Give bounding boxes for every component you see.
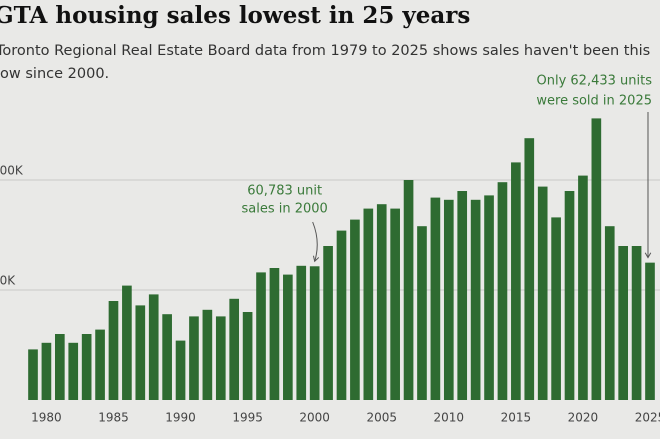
x-tick-label: 1995 bbox=[232, 411, 263, 425]
bar bbox=[443, 199, 454, 400]
bar bbox=[68, 342, 79, 400]
annotation-arrow bbox=[312, 221, 320, 263]
bar bbox=[403, 180, 414, 400]
annotation: sales in 2000 bbox=[242, 202, 328, 217]
bar bbox=[269, 268, 280, 400]
bar bbox=[189, 316, 199, 400]
bar bbox=[336, 230, 347, 400]
bar bbox=[122, 285, 132, 400]
y-tick-label: 50K bbox=[0, 274, 16, 288]
bar bbox=[470, 199, 481, 400]
bar bbox=[41, 342, 52, 400]
x-tick-label: 2015 bbox=[501, 411, 532, 425]
bar bbox=[162, 314, 172, 400]
bar bbox=[175, 340, 186, 400]
bar bbox=[430, 197, 441, 400]
subtitle: Toronto Regional Real Estate Board data … bbox=[0, 43, 650, 59]
bar bbox=[28, 349, 38, 400]
bar bbox=[537, 186, 548, 400]
annotation: were sold in 2025 bbox=[536, 94, 652, 109]
bar bbox=[296, 265, 307, 400]
bar bbox=[390, 208, 400, 400]
bar bbox=[604, 226, 615, 400]
bar bbox=[229, 298, 240, 400]
bar bbox=[417, 226, 427, 400]
bar bbox=[242, 312, 253, 400]
subtitle: low since 2000. bbox=[0, 66, 109, 82]
y-tick-label: 100K bbox=[0, 164, 24, 178]
bar bbox=[323, 246, 333, 400]
bar bbox=[363, 208, 374, 400]
bar bbox=[618, 246, 628, 400]
bar bbox=[202, 309, 213, 400]
x-tick-label: 2020 bbox=[568, 411, 599, 425]
bar bbox=[591, 118, 602, 401]
bar bbox=[215, 316, 226, 400]
bar bbox=[135, 305, 146, 400]
bar bbox=[631, 246, 642, 400]
bar bbox=[81, 334, 92, 400]
bar bbox=[457, 191, 468, 400]
x-tick-label: 1980 bbox=[31, 411, 62, 425]
bar bbox=[511, 162, 521, 400]
bar bbox=[564, 191, 575, 400]
bar bbox=[148, 294, 159, 400]
x-tick-label: 2010 bbox=[434, 411, 465, 425]
x-tick-label: 2025 bbox=[635, 411, 660, 425]
annotation: 60,783 unit bbox=[247, 184, 322, 199]
bar bbox=[108, 301, 119, 400]
x-tick-label: 2000 bbox=[299, 411, 330, 425]
bar bbox=[283, 274, 293, 400]
bar bbox=[524, 138, 535, 400]
annotation: Only 62,433 units bbox=[537, 74, 653, 89]
bar bbox=[95, 329, 105, 400]
bar bbox=[55, 334, 65, 400]
bar bbox=[256, 272, 266, 400]
bar bbox=[578, 175, 588, 400]
chart-title: GTA housing sales lowest in 25 years bbox=[0, 2, 470, 29]
bar bbox=[376, 204, 387, 400]
bar bbox=[350, 219, 360, 400]
bar bbox=[551, 217, 561, 400]
x-tick-label: 1990 bbox=[165, 411, 196, 425]
x-tick-label: 2005 bbox=[366, 411, 397, 425]
bar bbox=[309, 266, 320, 400]
bar bbox=[497, 182, 508, 400]
bar bbox=[484, 195, 494, 400]
bar bbox=[645, 262, 655, 400]
x-tick-label: 1985 bbox=[98, 411, 129, 425]
